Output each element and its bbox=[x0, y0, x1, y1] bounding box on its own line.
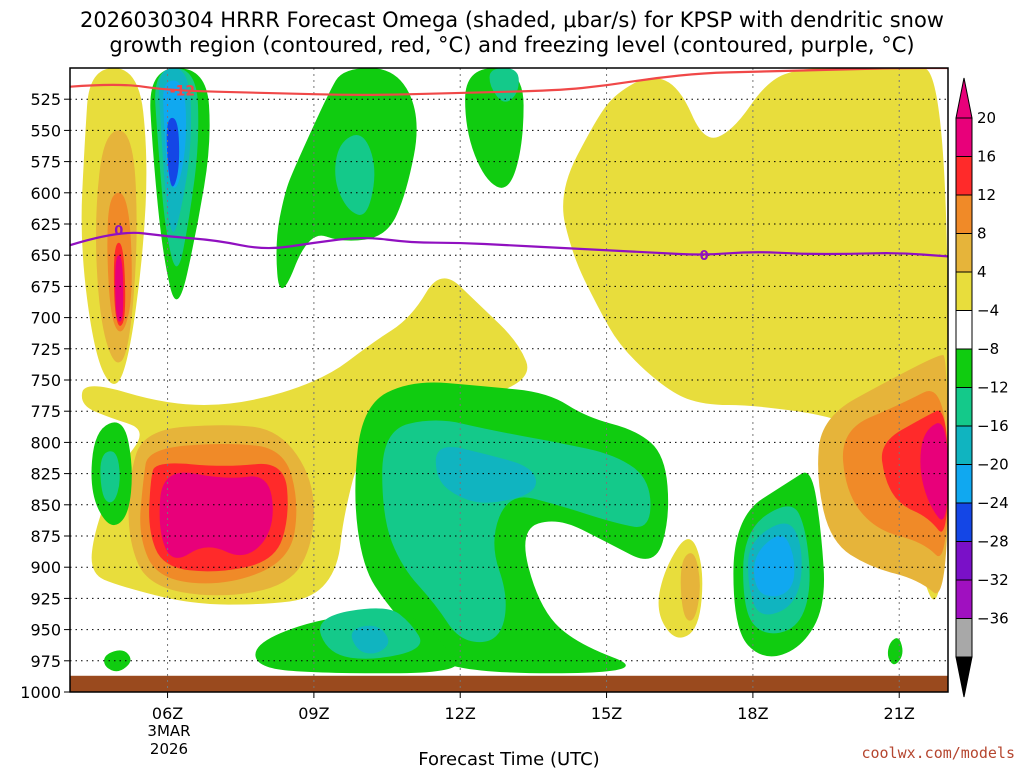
x-tick-label-21Z: 21Z bbox=[884, 704, 915, 723]
colorbar-top-arrow bbox=[955, 77, 973, 119]
colorbar-bin-4 bbox=[955, 271, 973, 311]
omega-region-neg-right-16 bbox=[754, 536, 795, 597]
omega-region-pos-lower-20 bbox=[159, 472, 273, 558]
y-tick-label-600: 600 bbox=[30, 184, 61, 203]
colorbar-bin-1 bbox=[955, 156, 973, 196]
colorbar-label-13: −36 bbox=[977, 610, 1009, 628]
colorbar-bin-12 bbox=[955, 579, 973, 619]
omega-region-neg-left-small-8 bbox=[100, 451, 120, 503]
omega-region-neg-lower-band-12 bbox=[351, 625, 389, 654]
chart-title-line-2: growth region (contoured, red, °C) and f… bbox=[109, 33, 914, 57]
y-tick-label-975: 975 bbox=[30, 652, 61, 671]
colorbar: 20 16 12 8 4 −4 −8 −12 −16 −20 −24 −28 −32 −36 bbox=[955, 77, 1009, 698]
y-tick-label-550: 550 bbox=[30, 121, 61, 140]
ground-band bbox=[70, 675, 948, 692]
colorbar-bottom-arrow bbox=[955, 656, 973, 698]
colorbar-label-2: 12 bbox=[977, 186, 996, 204]
ground-layer bbox=[70, 675, 948, 692]
omega-region-neg-upper-left-20 bbox=[166, 117, 180, 187]
colorbar-bin-11 bbox=[955, 541, 973, 581]
colorbar-label-5: −4 bbox=[977, 302, 999, 320]
omega-region-pos-mid-bump-8 bbox=[680, 553, 700, 621]
x-tick-label-09Z: 09Z bbox=[298, 704, 329, 723]
y-tick-label-825: 825 bbox=[30, 465, 61, 484]
y-tick-label-1000: 1000 bbox=[20, 683, 61, 702]
x-date-label-year: 2026 bbox=[150, 740, 188, 758]
omega-region-pos-right-broad bbox=[563, 68, 948, 600]
chart-title-line-1: 2026030304 HRRR Forecast Omega (shaded, … bbox=[80, 8, 944, 32]
y-tick-label-875: 875 bbox=[30, 527, 61, 546]
omega-region-neg-upper-tall-8 bbox=[489, 68, 519, 102]
x-tick-label-06Z: 06Z bbox=[152, 704, 183, 723]
colorbar-bin-13 bbox=[955, 618, 973, 658]
x-axis-ticks: 06Z 09Z 12Z 15Z 18Z 21Z bbox=[152, 692, 915, 723]
contour-lines: -12 0 0 bbox=[70, 68, 948, 264]
y-tick-label-750: 750 bbox=[30, 371, 61, 390]
colorbar-bin-3 bbox=[955, 233, 973, 273]
colorbar-label-7: −12 bbox=[977, 379, 1009, 397]
freezing-level-contour bbox=[70, 231, 948, 258]
colorbar-label-4: 4 bbox=[977, 263, 987, 281]
omega-region-neg-small-dot bbox=[104, 650, 131, 672]
dendritic-contour-label: -12 bbox=[170, 84, 195, 100]
colorbar-label-3: 8 bbox=[977, 225, 987, 243]
colorbar-bin-8 bbox=[955, 425, 973, 465]
y-tick-label-525: 525 bbox=[30, 90, 61, 109]
colorbar-bin-6 bbox=[955, 348, 973, 388]
colorbar-bin-7 bbox=[955, 387, 973, 427]
y-tick-label-850: 850 bbox=[30, 496, 61, 515]
x-tick-label-18Z: 18Z bbox=[737, 704, 768, 723]
colorbar-bin-5 bbox=[955, 310, 973, 350]
colorbar-label-10: −24 bbox=[977, 494, 1009, 512]
colorbar-bin-0 bbox=[955, 117, 973, 157]
omega-region-neg-center-12 bbox=[435, 447, 537, 503]
x-date-label-day: 3MAR bbox=[147, 722, 190, 740]
dendritic-12c-contour bbox=[70, 68, 948, 96]
colorbar-bin-2 bbox=[955, 194, 973, 234]
y-tick-label-625: 625 bbox=[30, 215, 61, 234]
freezing-contour-label-1: 0 bbox=[700, 249, 709, 264]
x-tick-label-15Z: 15Z bbox=[591, 704, 622, 723]
y-tick-label-950: 950 bbox=[30, 621, 61, 640]
omega-region-neg-upper-mid-8 bbox=[335, 135, 375, 215]
dotted-grid bbox=[70, 68, 948, 692]
y-tick-label-775: 775 bbox=[30, 402, 61, 421]
colorbar-bin-10 bbox=[955, 502, 973, 542]
credit-text: coolwx.com/models bbox=[861, 744, 1015, 762]
colorbar-bin-9 bbox=[955, 464, 973, 504]
x-axis-title: Forecast Time (UTC) bbox=[418, 749, 599, 768]
y-tick-label-900: 900 bbox=[30, 558, 61, 577]
freezing-contour-label-0: 0 bbox=[114, 224, 123, 239]
colorbar-label-6: −8 bbox=[977, 340, 999, 358]
colorbar-label-8: −16 bbox=[977, 417, 1009, 435]
y-tick-label-800: 800 bbox=[30, 433, 61, 452]
y-tick-label-725: 725 bbox=[30, 340, 61, 359]
omega-region-pos-right-20 bbox=[920, 423, 948, 520]
colorbar-label-9: −20 bbox=[977, 456, 1009, 474]
colorbar-label-11: −28 bbox=[977, 533, 1009, 551]
y-tick-label-575: 575 bbox=[30, 153, 61, 172]
y-tick-label-700: 700 bbox=[30, 309, 61, 328]
colorbar-label-12: −32 bbox=[977, 571, 1009, 589]
colorbar-label-0: 20 bbox=[977, 109, 996, 127]
x-tick-label-12Z: 12Z bbox=[445, 704, 476, 723]
colorbar-label-1: 16 bbox=[977, 148, 996, 166]
y-axis-ticks: 525 550 575 600 625 650 675 700 725 750 775 800 825 8… bbox=[20, 90, 70, 702]
omega-region-pos-dendritic-column-20 bbox=[115, 255, 124, 322]
y-tick-label-925: 925 bbox=[30, 589, 61, 608]
omega-shading bbox=[70, 68, 948, 692]
y-tick-label-675: 675 bbox=[30, 277, 61, 296]
y-tick-label-650: 650 bbox=[30, 246, 61, 265]
